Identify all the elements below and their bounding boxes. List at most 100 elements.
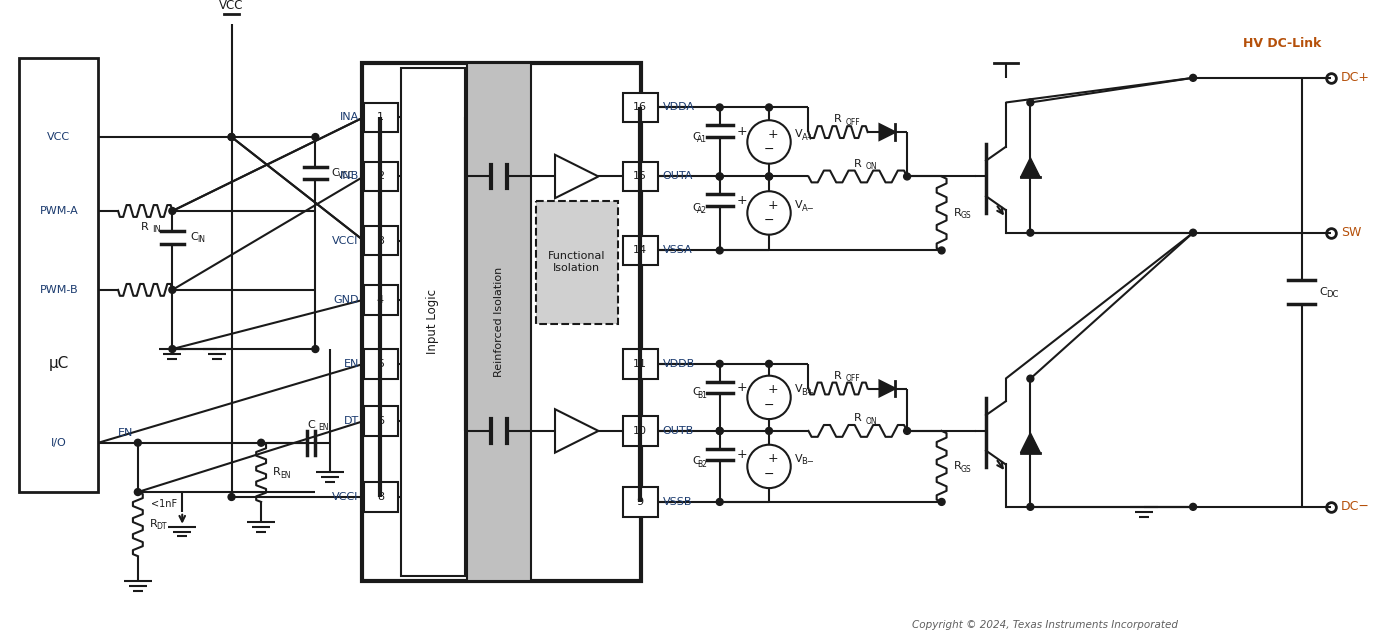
Bar [624, 236, 657, 265]
Text: EN: EN [319, 424, 329, 433]
Circle shape [228, 134, 235, 141]
Circle shape [938, 247, 945, 254]
Text: GS: GS [960, 465, 972, 474]
Text: R: R [854, 413, 861, 423]
Text: Input Logic: Input Logic [426, 289, 439, 354]
Text: C: C [308, 420, 316, 430]
Circle shape [134, 439, 141, 446]
Text: ON: ON [865, 417, 878, 426]
Text: 9: 9 [636, 497, 643, 507]
Text: ON: ON [865, 162, 878, 171]
Text: B−: B− [801, 457, 815, 466]
Text: −: − [763, 214, 774, 227]
Circle shape [766, 173, 773, 180]
Text: −: − [763, 468, 774, 481]
Text: μC: μC [49, 357, 69, 371]
Text: +: + [768, 452, 779, 465]
Bar [467, 63, 531, 581]
Bar [362, 63, 640, 581]
Text: DT: DT [157, 522, 168, 531]
Text: B2: B2 [698, 460, 707, 469]
Text: 2: 2 [377, 171, 384, 181]
Circle shape [766, 427, 773, 435]
Text: B+: B+ [801, 388, 814, 397]
Circle shape [748, 445, 791, 488]
Text: C: C [331, 167, 338, 178]
Text: DC+: DC+ [1341, 72, 1370, 84]
Text: B1: B1 [698, 391, 707, 400]
Bar [624, 162, 657, 191]
Text: 5: 5 [377, 359, 384, 369]
Bar [537, 201, 618, 325]
Text: 3: 3 [377, 236, 384, 245]
Text: DC: DC [1327, 290, 1339, 299]
Bar [363, 349, 398, 379]
Circle shape [228, 134, 235, 141]
Circle shape [228, 493, 235, 500]
Text: HV DC-Link: HV DC-Link [1243, 37, 1321, 50]
Text: C: C [1320, 287, 1327, 297]
Text: VCC: VCC [48, 132, 70, 142]
Text: V: V [794, 385, 802, 394]
Text: +: + [737, 194, 747, 206]
Text: Copyright © 2024, Texas Instruments Incorporated: Copyright © 2024, Texas Instruments Inco… [911, 620, 1179, 630]
Text: +: + [768, 128, 779, 141]
Circle shape [903, 427, 910, 435]
Text: VSSB: VSSB [663, 497, 692, 507]
Text: C: C [692, 203, 700, 213]
Text: +: + [768, 199, 779, 212]
Circle shape [748, 120, 791, 164]
Text: 15: 15 [633, 171, 647, 181]
Text: 10: 10 [633, 426, 647, 436]
Circle shape [716, 427, 723, 435]
Text: R: R [273, 467, 281, 477]
Text: R: R [854, 158, 861, 169]
Bar [363, 162, 398, 191]
Text: OFF: OFF [846, 374, 861, 383]
Bar [624, 487, 657, 517]
Text: OUTA: OUTA [663, 171, 693, 181]
Circle shape [312, 134, 319, 141]
Text: SW: SW [1341, 226, 1362, 239]
Text: R: R [835, 371, 842, 381]
Text: +: + [768, 383, 779, 396]
Circle shape [1028, 504, 1033, 511]
Text: VDDA: VDDA [663, 102, 695, 112]
Text: INB: INB [340, 171, 359, 181]
Text: R: R [835, 114, 842, 124]
Text: 16: 16 [633, 102, 647, 112]
Circle shape [169, 208, 176, 215]
Text: +: + [737, 448, 747, 461]
Text: IN: IN [197, 235, 206, 244]
Circle shape [312, 346, 319, 353]
Polygon shape [879, 124, 895, 140]
Text: <1nF: <1nF [151, 499, 178, 509]
Bar [363, 226, 398, 256]
Circle shape [257, 439, 264, 446]
Text: INA: INA [340, 112, 359, 122]
Text: DT: DT [344, 416, 359, 426]
Circle shape [938, 498, 945, 505]
Text: V: V [794, 200, 802, 210]
Text: I/O: I/O [52, 438, 67, 448]
Text: Functional
Isolation: Functional Isolation [548, 252, 605, 273]
Circle shape [1190, 229, 1197, 236]
Circle shape [169, 286, 176, 293]
Circle shape [1190, 504, 1197, 511]
Text: 8: 8 [377, 492, 384, 502]
Circle shape [903, 173, 910, 180]
Circle shape [766, 173, 773, 180]
Bar [624, 416, 657, 445]
Circle shape [134, 489, 141, 495]
Bar [363, 102, 398, 132]
Text: GS: GS [960, 212, 972, 220]
Text: R: R [150, 519, 158, 528]
Circle shape [716, 498, 723, 505]
Text: −: − [763, 399, 774, 412]
Text: −: − [763, 143, 774, 157]
Circle shape [748, 191, 791, 235]
Text: C: C [692, 132, 700, 142]
Bar [624, 349, 657, 379]
Text: C: C [190, 231, 199, 242]
Text: VDDB: VDDB [663, 359, 695, 369]
